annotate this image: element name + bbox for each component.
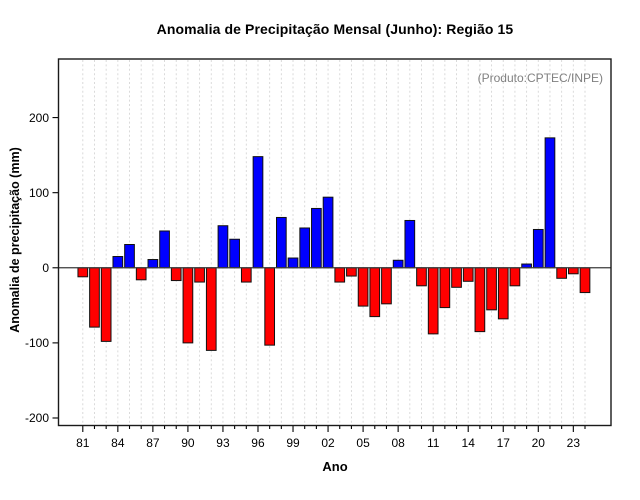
- x-tick-label-1987: 87: [146, 436, 160, 450]
- x-axis-label: Ano: [322, 459, 348, 474]
- bar-1999: [287, 257, 299, 269]
- bar-1991: [194, 267, 205, 283]
- chart-title: Anomalia de Precipitação Mensal (Junho):…: [156, 21, 514, 37]
- bar-1995: [240, 267, 252, 283]
- bar-2017: [497, 267, 509, 320]
- bar-1998: [275, 216, 287, 269]
- bar-2023: [567, 267, 579, 275]
- bar-1986: [135, 267, 147, 281]
- bar-2002: [322, 196, 334, 269]
- x-tick-label-1999: 99: [286, 436, 300, 450]
- bar-2008: [392, 259, 404, 269]
- bar-1992: [205, 267, 217, 351]
- y-axis-label: Anomalia de precipitação (mm): [8, 147, 22, 333]
- bar-1981: [77, 267, 89, 278]
- bar-2009: [404, 219, 416, 269]
- bar-2013: [451, 267, 462, 288]
- bar-2021: [544, 137, 556, 269]
- bar-2015: [474, 267, 486, 333]
- bar-1987: [147, 259, 159, 269]
- x-tick-label-1981: 81: [76, 436, 90, 450]
- bar-2014: [462, 267, 474, 282]
- bar-1982: [89, 267, 100, 328]
- bar-2006: [369, 267, 381, 318]
- y-tick-label-100: 100: [29, 186, 49, 200]
- bar-2016: [486, 267, 497, 311]
- bar-1996: [252, 156, 264, 269]
- x-tick-label-2023: 23: [567, 436, 581, 450]
- bar-2024: [579, 267, 591, 294]
- x-tick-label-2002: 02: [321, 436, 335, 450]
- x-tick-label-2017: 17: [497, 436, 511, 450]
- bar-2011: [427, 267, 439, 335]
- bar-2012: [439, 267, 451, 309]
- y-tick-label--200: -200: [25, 411, 49, 425]
- y-tick-label-0: 0: [42, 261, 49, 275]
- bar-2020: [532, 228, 544, 269]
- bar-1988: [159, 230, 170, 269]
- plot-frame: [57, 58, 612, 427]
- x-tick-label-1990: 90: [181, 436, 195, 450]
- bar-2000: [299, 227, 311, 269]
- bar-2022: [556, 267, 567, 279]
- x-tick-label-2011: 11: [427, 436, 440, 450]
- x-tick-label-2014: 14: [462, 436, 476, 450]
- bar-2010: [416, 267, 427, 287]
- bar-1994: [229, 238, 240, 269]
- bar-2001: [311, 207, 322, 269]
- bar-1990: [182, 267, 194, 344]
- x-tick-label-1996: 96: [251, 436, 265, 450]
- bar-1997: [264, 267, 276, 346]
- x-tick-label-1993: 93: [216, 436, 230, 450]
- x-tick-label-2008: 08: [391, 436, 405, 450]
- x-tick-label-1984: 84: [111, 436, 125, 450]
- x-tick-label-2005: 05: [356, 436, 370, 450]
- bar-1984: [112, 256, 124, 269]
- bar-2007: [381, 267, 392, 305]
- y-tick-label--100: -100: [25, 336, 49, 350]
- x-tick-label-2020: 20: [532, 436, 546, 450]
- bar-2004: [346, 267, 357, 277]
- bar-1989: [170, 267, 182, 282]
- bar-2003: [334, 267, 346, 283]
- bar-1985: [124, 244, 135, 269]
- source-annotation: (Produto:CPTEC/INPE): [477, 71, 603, 85]
- bar-1983: [100, 267, 112, 342]
- bar-1993: [217, 225, 229, 269]
- bar-2018: [509, 267, 521, 287]
- y-tick-label-200: 200: [29, 111, 49, 125]
- bar-2005: [357, 267, 369, 307]
